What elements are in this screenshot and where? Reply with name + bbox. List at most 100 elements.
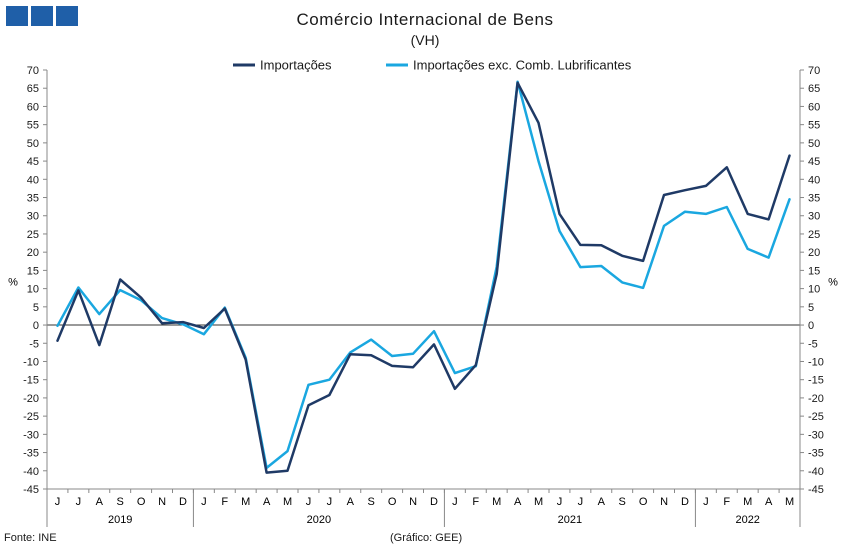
y-tick-label-left: 0 bbox=[33, 320, 39, 332]
y-tick-label-left: 20 bbox=[27, 247, 39, 259]
y-tick-label-right: 55 bbox=[808, 120, 820, 132]
x-tick-label: J bbox=[557, 496, 563, 508]
series-group bbox=[56, 80, 791, 474]
y-tick-label-right: -10 bbox=[808, 356, 824, 368]
y-tick-label-left: 10 bbox=[27, 284, 39, 296]
x-tick-label: J bbox=[55, 496, 61, 508]
x-tick-label: D bbox=[179, 496, 187, 508]
source-note: Fonte: INE bbox=[4, 532, 57, 544]
year-label: 2022 bbox=[735, 514, 759, 526]
y-tick-label-right: 65 bbox=[808, 83, 820, 95]
y-tick-label-left: -40 bbox=[23, 466, 39, 478]
legend-label: Importações exc. Comb. Lubrificantes bbox=[413, 58, 632, 73]
y-tick-label-right: 15 bbox=[808, 265, 820, 277]
y-tick-label-left: 40 bbox=[27, 174, 39, 186]
y-tick-label-left: -25 bbox=[23, 411, 39, 423]
y-tick-label-right: 50 bbox=[808, 138, 820, 150]
y-tick-label-right: 0 bbox=[808, 320, 814, 332]
y-tick-label-right: 5 bbox=[808, 302, 814, 314]
y-tick-label-left: -10 bbox=[23, 356, 39, 368]
logo-block-2 bbox=[31, 6, 53, 26]
y-axis-label-left: % bbox=[8, 276, 18, 288]
y-tick-label-left: -20 bbox=[23, 393, 39, 405]
y-tick-label-left: 45 bbox=[27, 156, 39, 168]
series-line-importacoes bbox=[56, 81, 791, 474]
y-tick-label-right: -15 bbox=[808, 375, 824, 387]
x-tick-label: O bbox=[639, 496, 648, 508]
chart-title: Comércio Internacional de Bens bbox=[296, 10, 554, 29]
y-axis-right: 7065605550454035302520151050-5-10-15-20-… bbox=[799, 65, 838, 496]
y-tick-label-right: 25 bbox=[808, 229, 820, 241]
y-axis-left: 7065605550454035302520151050-5-10-15-20-… bbox=[8, 65, 48, 496]
x-tick-label: S bbox=[117, 496, 124, 508]
x-tick-label: N bbox=[409, 496, 417, 508]
x-tick-label: A bbox=[96, 496, 104, 508]
y-tick-label-left: -5 bbox=[29, 338, 39, 350]
x-tick-label: N bbox=[158, 496, 166, 508]
y-tick-label-left: -15 bbox=[23, 375, 39, 387]
x-tick-label: M bbox=[492, 496, 501, 508]
y-tick-label-right: -5 bbox=[808, 338, 818, 350]
x-tick-label: M bbox=[785, 496, 794, 508]
y-tick-label-left: 70 bbox=[27, 65, 39, 77]
year-label: 2021 bbox=[558, 514, 582, 526]
x-tick-label: J bbox=[578, 496, 584, 508]
y-tick-label-right: -45 bbox=[808, 484, 824, 496]
credit-note: (Gráfico: GEE) bbox=[390, 532, 463, 544]
logo-block-1 bbox=[6, 6, 28, 26]
x-tick-label: D bbox=[681, 496, 689, 508]
y-tick-label-left: 60 bbox=[27, 101, 39, 113]
y-tick-label-right: -35 bbox=[808, 448, 824, 460]
x-tick-label: O bbox=[388, 496, 397, 508]
y-tick-label-left: 65 bbox=[27, 83, 39, 95]
y-tick-label-left: 15 bbox=[27, 265, 39, 277]
x-tick-label: J bbox=[327, 496, 333, 508]
y-tick-label-left: 25 bbox=[27, 229, 39, 241]
y-tick-label-left: -45 bbox=[23, 484, 39, 496]
legend-label: Importações bbox=[260, 58, 332, 73]
x-tick-label: M bbox=[534, 496, 543, 508]
x-tick-label: M bbox=[241, 496, 250, 508]
x-tick-label: J bbox=[201, 496, 207, 508]
y-tick-label-left: 55 bbox=[27, 120, 39, 132]
x-tick-label: D bbox=[430, 496, 438, 508]
x-tick-label: J bbox=[452, 496, 458, 508]
y-axis-label-right: % bbox=[828, 276, 838, 288]
y-tick-label-left: -35 bbox=[23, 448, 39, 460]
x-tick-label: J bbox=[76, 496, 82, 508]
y-tick-label-right: -25 bbox=[808, 411, 824, 423]
logo bbox=[6, 6, 78, 26]
logo-block-3 bbox=[56, 6, 78, 26]
y-tick-label-right: 60 bbox=[808, 101, 820, 113]
y-tick-label-right: -30 bbox=[808, 429, 824, 441]
x-tick-label: J bbox=[306, 496, 312, 508]
y-tick-label-right: 10 bbox=[808, 284, 820, 296]
chart-subtitle: (VH) bbox=[410, 32, 440, 48]
y-tick-label-left: 30 bbox=[27, 211, 39, 223]
y-tick-label-left: -30 bbox=[23, 429, 39, 441]
y-tick-label-right: 45 bbox=[808, 156, 820, 168]
x-tick-label: N bbox=[660, 496, 668, 508]
y-tick-label-right: 40 bbox=[808, 174, 820, 186]
x-tick-label: F bbox=[221, 496, 228, 508]
x-tick-label: O bbox=[137, 496, 146, 508]
x-tick-label: M bbox=[283, 496, 292, 508]
x-tick-label: A bbox=[514, 496, 522, 508]
y-tick-label-right: 20 bbox=[808, 247, 820, 259]
y-tick-label-right: 30 bbox=[808, 211, 820, 223]
y-tick-label-right: 70 bbox=[808, 65, 820, 77]
y-tick-label-left: 5 bbox=[33, 302, 39, 314]
series-line-importacoes-exc-comb bbox=[56, 80, 791, 470]
x-tick-label: J bbox=[703, 496, 709, 508]
y-tick-label-left: 50 bbox=[27, 138, 39, 150]
x-tick-label: F bbox=[472, 496, 479, 508]
x-axis: J J A S O N D J F M A M J J A S O N D J F M A M J J A S O N D J F M A M2019… bbox=[46, 488, 801, 527]
x-tick-label: S bbox=[619, 496, 626, 508]
y-tick-label-left: 35 bbox=[27, 193, 39, 205]
x-tick-label: M bbox=[743, 496, 752, 508]
y-tick-label-right: 35 bbox=[808, 193, 820, 205]
y-tick-label-right: -20 bbox=[808, 393, 824, 405]
x-tick-label: F bbox=[723, 496, 730, 508]
x-tick-label: A bbox=[765, 496, 773, 508]
